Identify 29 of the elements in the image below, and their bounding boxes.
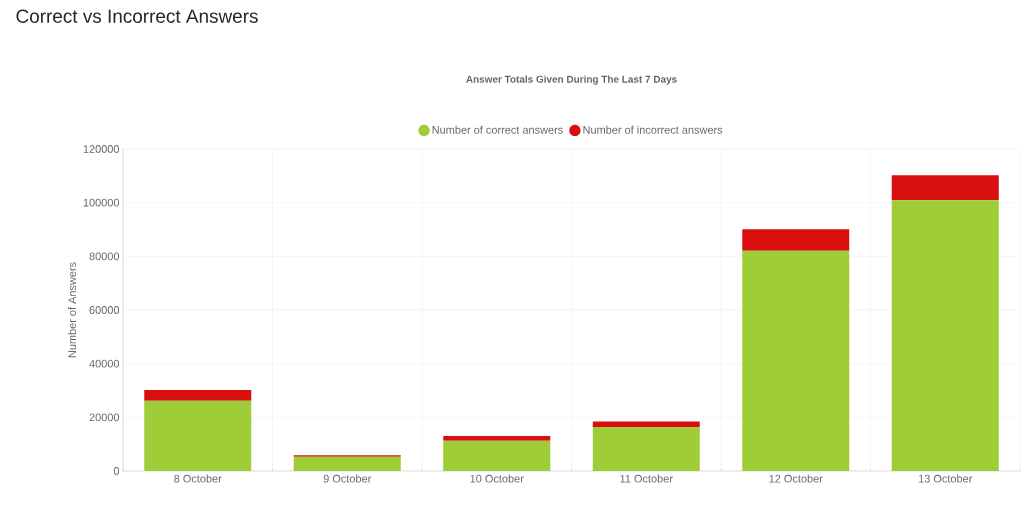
bar (742, 250, 850, 471)
bar (144, 400, 252, 471)
bar (443, 436, 551, 441)
y-tick-label: 20000 (89, 413, 120, 422)
bar (891, 175, 999, 201)
bar (592, 421, 700, 427)
x-tick-label: 10 October (470, 474, 524, 483)
y-tick-label: 80000 (89, 252, 120, 261)
x-tick-label: 12 October (769, 474, 823, 483)
chart-subtitle: Answer Totals Given During The Last 7 Days (466, 75, 677, 85)
bar (144, 389, 252, 401)
x-tick-label: 8 October (174, 474, 222, 483)
bar (293, 456, 401, 471)
x-tick-label: 13 October (918, 474, 973, 483)
bar (443, 440, 551, 471)
y-tick-label: 40000 (89, 359, 120, 368)
bar (742, 229, 850, 251)
bar (891, 200, 999, 471)
y-tick-label: 0 (113, 467, 120, 475)
y-tick-label: 120000 (83, 145, 120, 153)
y-tick-label: 60000 (89, 306, 120, 314)
y-tick-label: 100000 (83, 198, 120, 207)
chart-title: Correct vs Incorrect Answers (16, 9, 258, 23)
bar (592, 426, 700, 471)
legend-label: Number of incorrect answers (583, 125, 723, 134)
legend-label: Number of correct answers (432, 125, 563, 134)
x-tick-label: 9 October (323, 474, 372, 483)
x-tick-label: 11 October (620, 474, 673, 483)
y-axis-title: Number of Answers (68, 262, 77, 358)
